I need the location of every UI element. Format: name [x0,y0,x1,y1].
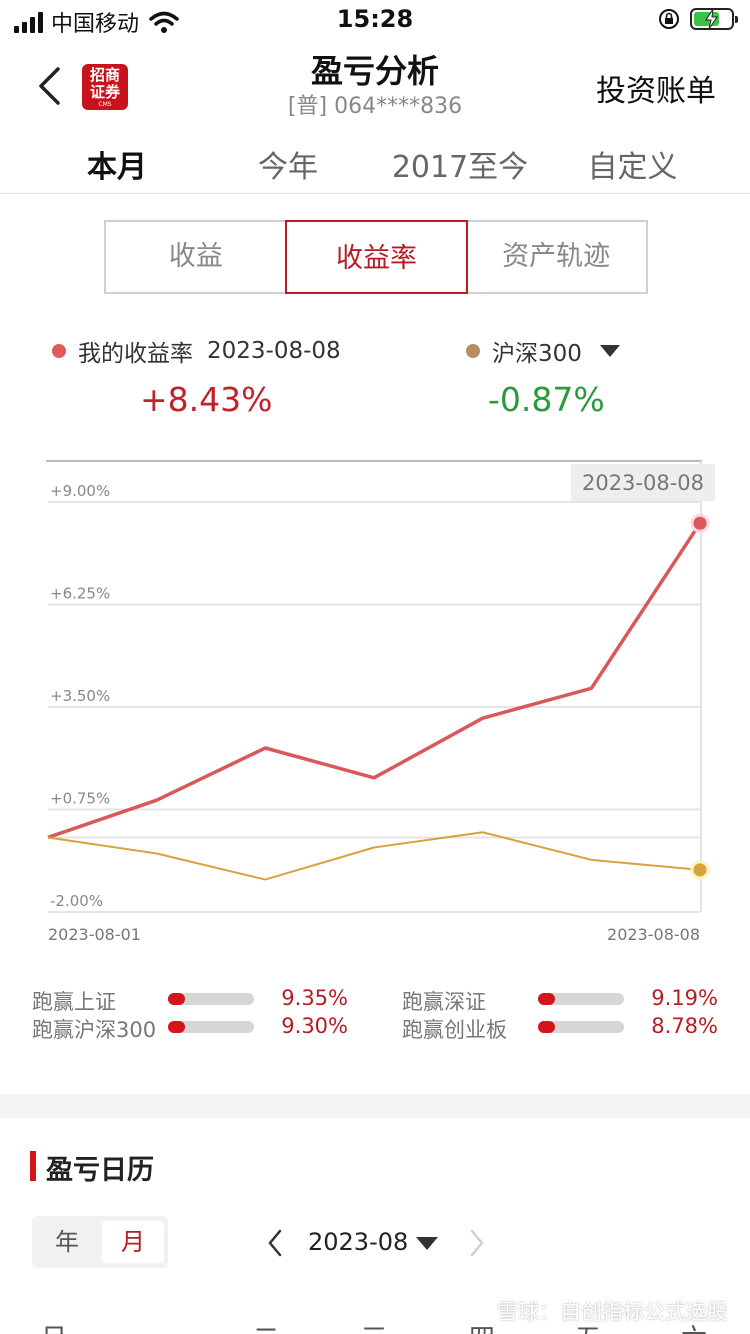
account-number: [普] 064****836 [287,94,463,119]
comparison-value: 9.30% [281,1014,348,1038]
x-end-label: 2023-08-08 [607,925,700,944]
watermark: 雪球：自创指标公式选股 [469,1296,728,1326]
broker-logo: 招商证券 CMS [82,64,128,110]
x-start-label: 2023-08-01 [48,925,141,944]
wifi-icon [149,11,179,33]
benchmark-return-value: -0.87% [488,380,605,419]
comparison-chinext: 跑赢创业板 8.78% [402,1014,750,1042]
investment-statement-link[interactable]: 投资账单 [596,74,716,109]
weekday-label: 日 [24,1318,84,1334]
caret-down-icon[interactable] [599,345,620,357]
section-divider [0,1094,750,1118]
legend-mine: 我的收益率 2023-08-08 [52,334,341,368]
comparison-bar [538,993,624,1005]
metric-segment: 收益 收益率 资产轨迹 [104,220,648,294]
nav-bar: 招商证券 CMS 盈亏分析 [普] 064****836 投资账单 [0,40,750,120]
weekday-label: 一 [130,1318,190,1334]
status-bar: 中国移动 15:28 [0,0,750,40]
rotation-lock-icon [659,9,679,29]
next-month-icon[interactable] [468,1228,486,1258]
series-point [690,513,710,533]
comparison-bar [168,993,254,1005]
weekday-label: 四 [452,1318,512,1334]
y-tick-label: +0.75% [50,790,110,808]
comparison-bar [168,1021,254,1033]
segment-profit[interactable]: 收益 [106,222,287,292]
y-tick-label: +6.25% [50,585,110,603]
comparison-label: 跑赢创业板 [402,1018,507,1042]
legend-dot-benchmark [466,344,480,358]
toggle-month[interactable]: 月 [102,1221,164,1263]
weekday-header: 日 一 二 三 四 五 六 [0,1318,750,1334]
weekday-label: 五 [558,1318,618,1334]
comparison-value: 8.78% [651,1014,718,1038]
tab-since-2017[interactable]: 2017至今 [391,150,529,185]
year-month-toggle: 年 月 [32,1216,168,1268]
tab-this-month[interactable]: 本月 [87,150,147,185]
segment-return-rate[interactable]: 收益率 [284,220,469,294]
snowball-icon [470,1301,490,1321]
legend-benchmark[interactable]: 沪深300 [466,334,620,368]
toggle-year[interactable]: 年 [55,1228,79,1256]
prev-month-icon[interactable] [266,1228,284,1258]
comparison-shanghai: 跑赢上证 9.35% [32,986,382,1014]
current-month[interactable]: 2023-08 [308,1228,409,1256]
page-title: 盈亏分析 [310,52,439,90]
battery-icon [690,8,738,30]
y-tick-label: -2.00% [50,892,103,910]
y-tick-label: +9.00% [50,482,110,500]
comparison-label: 跑赢沪深300 [32,1018,157,1042]
section-accent-bar [30,1151,36,1181]
weekday-label: 二 [236,1318,296,1334]
comparison-csi300: 跑赢沪深300 9.30% [32,1014,382,1042]
comparison-value: 9.19% [651,986,718,1010]
tab-this-year[interactable]: 今年 [258,150,318,185]
hover-date-label: 2023-08-08 [582,471,704,495]
tab-custom[interactable]: 自定义 [587,150,678,185]
legend-mine-date: 2023-08-08 [207,338,341,364]
comparison-bar [538,1021,624,1033]
series-line [47,831,701,881]
carrier-name: 中国移动 [51,12,140,37]
comparison-value: 9.35% [281,986,348,1010]
return-line-chart[interactable]: +9.00% +6.25% +3.50% +0.75% -2.00% 2023-08-01… [0,450,750,960]
y-tick-label: +3.50% [50,687,110,705]
hover-date-tag [571,464,715,501]
month-dropdown-icon[interactable] [416,1237,438,1250]
legend-dot-mine [52,344,66,358]
my-return-value: +8.43% [140,380,273,419]
back-arrow-icon[interactable] [36,66,62,106]
legend-benchmark-label[interactable]: 沪深300 [492,341,582,367]
clock: 15:28 [336,5,414,33]
comparison-label: 跑赢上证 [32,990,116,1014]
segment-asset-track[interactable]: 资产轨迹 [502,241,611,272]
calendar-title: 盈亏日历 [46,1155,154,1186]
comparison-label: 跑赢深证 [402,990,486,1014]
comparison-shenzhen: 跑赢深证 9.19% [402,986,750,1014]
legend-mine-label: 我的收益率 [78,341,193,367]
series-point [690,860,710,880]
weekday-label: 六 [664,1318,724,1334]
series-line [47,522,702,840]
period-tabs: 本月 今年 2017至今 自定义 [0,128,750,194]
signal-icon [14,11,43,33]
weekday-label: 三 [344,1318,404,1334]
